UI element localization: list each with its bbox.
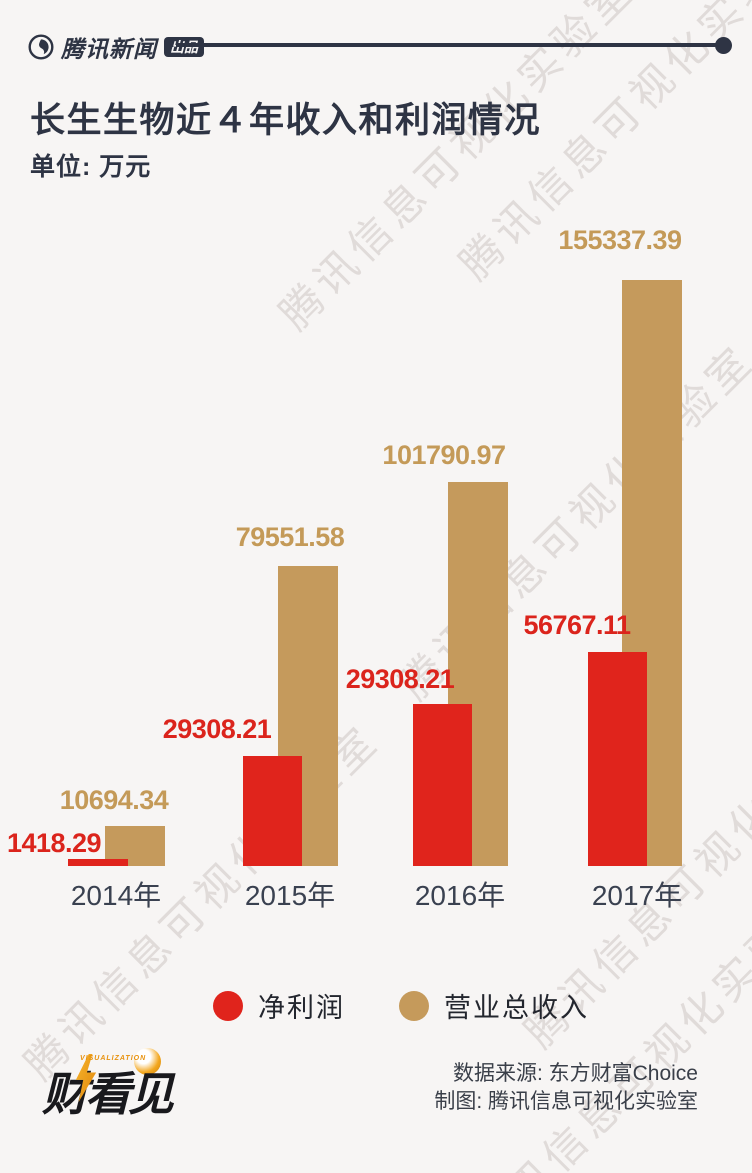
value-label-revenue-2014: 10694.34 <box>59 785 169 815</box>
value-label-net-profit-2016: 29308.21 <box>345 664 455 694</box>
legend-label-net-profit: 净利润 <box>258 993 345 1023</box>
legend-item-revenue: 营业总收入 <box>399 986 589 1025</box>
chart-legend: 净利润 营业总收入 <box>25 986 752 1025</box>
legend-dot-gold <box>399 990 429 1021</box>
chart-title: 长生生物近４年收入和利润情况 <box>30 101 542 140</box>
watermark-text: 腾讯信息可视化实验室 <box>270 0 644 339</box>
x-axis-label-2014: 2014年 <box>70 880 162 911</box>
value-label-revenue-2017: 155337.39 <box>558 225 682 255</box>
bar-net-profit-2017 <box>588 652 647 866</box>
chart-unit-label: 单位: 万元 <box>30 153 152 181</box>
logo-text: 财看见 <box>42 1068 174 1120</box>
publisher-brand: 腾讯新闻 出品 <box>28 30 204 64</box>
value-label-revenue-2016: 101790.97 <box>382 440 506 470</box>
value-label-net-profit-2014: 1418.29 <box>6 828 102 858</box>
x-axis-label-2015: 2015年 <box>244 880 336 911</box>
legend-item-net-profit: 净利润 <box>213 986 345 1025</box>
bar-net-profit-2016 <box>413 704 472 866</box>
bar-net-profit-2015 <box>243 756 302 866</box>
bar-net-profit-2014 <box>68 859 128 866</box>
watermark-text: 腾讯信息可视化实验室 <box>390 335 752 709</box>
legend-dot-red <box>213 990 243 1021</box>
brand-badge: 出品 <box>164 37 204 57</box>
brand-name: 腾讯新闻 <box>61 36 157 62</box>
value-label-net-profit-2017: 56767.11 <box>523 610 631 640</box>
x-axis-label-2017: 2017年 <box>591 880 683 911</box>
lightning-bolt-icon <box>74 1052 98 1104</box>
legend-label-revenue: 营业总收入 <box>444 993 589 1023</box>
chart-credit-line: 制图: 腾讯信息可视化实验室 <box>434 1090 698 1113</box>
logo-subtext: VISUALIZATION <box>80 1055 147 1062</box>
logo-sphere-icon <box>134 1048 161 1075</box>
x-axis-label-2016: 2016年 <box>414 880 506 911</box>
data-source-line: 数据来源: 东方财富Choice <box>452 1062 698 1085</box>
value-label-revenue-2015: 79551.58 <box>235 522 345 552</box>
source-credits: 数据来源: 东方财富Choice 制图: 腾讯信息可视化实验室 <box>434 1060 698 1116</box>
header-rule-dot <box>715 37 732 54</box>
value-label-net-profit-2015: 29308.21 <box>162 714 272 744</box>
tencent-news-icon <box>28 34 54 60</box>
caikanjian-logo: VISUALIZATION 财看见 <box>42 1048 192 1120</box>
header-rule <box>176 43 718 47</box>
